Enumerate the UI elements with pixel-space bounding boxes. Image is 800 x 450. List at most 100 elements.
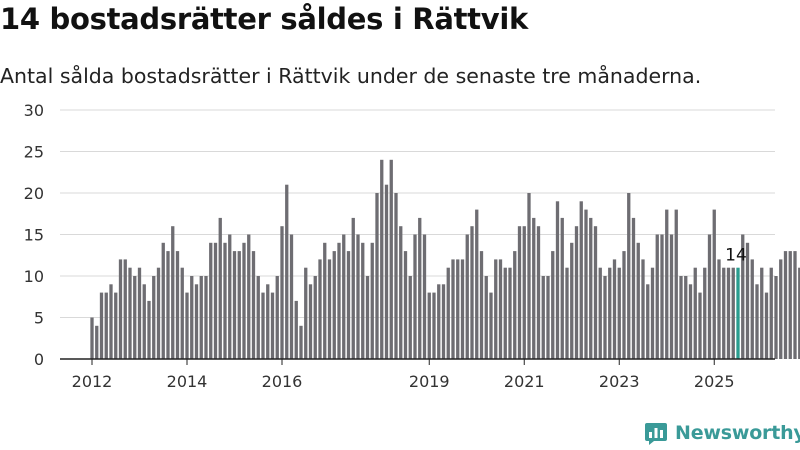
bar: [270, 292, 275, 359]
bar: [760, 267, 764, 359]
bar: [788, 251, 792, 359]
bar: [465, 234, 469, 359]
bar: [137, 267, 142, 359]
bar: [90, 317, 94, 359]
bar: [774, 276, 778, 359]
bar: [422, 234, 427, 359]
bar: [475, 209, 479, 359]
bar: [669, 234, 674, 359]
bar: [745, 242, 750, 359]
bar: [218, 217, 222, 359]
bar: [413, 234, 417, 359]
bar: [171, 226, 175, 359]
bar: [190, 276, 194, 359]
bar: [346, 251, 351, 359]
bar: [342, 234, 346, 359]
bar: [356, 234, 360, 359]
bar: [546, 276, 550, 359]
bar: [679, 276, 683, 359]
bar: [560, 217, 564, 359]
bar: [213, 242, 218, 359]
bar: [437, 284, 441, 359]
bar: [598, 267, 602, 359]
bar: [769, 267, 773, 359]
bar: [574, 226, 579, 359]
bar: [152, 276, 156, 359]
bar: [726, 267, 731, 359]
bar: [764, 292, 769, 359]
bar: [441, 284, 446, 359]
bar: [166, 251, 170, 359]
bar: [142, 284, 146, 359]
bar: [460, 259, 465, 359]
bar: [408, 276, 412, 359]
brand-name: Newsworthy: [675, 422, 800, 444]
bar: [660, 234, 664, 359]
bar: [361, 242, 365, 359]
bar: [527, 193, 531, 359]
x-tick-label: 2021: [504, 372, 545, 391]
bar: [589, 217, 593, 359]
bar: [517, 226, 522, 359]
bar: [451, 259, 455, 359]
bar: [299, 325, 303, 359]
bar: [318, 259, 322, 359]
bar: [627, 193, 631, 359]
bar: [693, 267, 697, 359]
bar: [99, 292, 104, 359]
bar: [793, 251, 797, 359]
bar: [498, 259, 503, 359]
y-tick-label: 15: [24, 226, 44, 245]
bar: [280, 226, 284, 359]
bar: [479, 251, 484, 359]
bar: [565, 267, 569, 359]
bar: [750, 259, 754, 359]
bar: [541, 276, 545, 359]
bar: [698, 292, 702, 359]
bar: [655, 234, 659, 359]
bar: [650, 267, 655, 359]
highlight-data-label: 14: [725, 246, 747, 266]
bar: [114, 292, 118, 359]
bar: [399, 226, 403, 359]
bar: [612, 259, 617, 359]
bar: [579, 201, 583, 359]
y-tick-label: 5: [34, 309, 44, 328]
bar: [389, 159, 393, 359]
bar: [707, 234, 712, 359]
bar: [294, 300, 298, 359]
bar: [308, 284, 313, 359]
x-tick-label: 2014: [167, 372, 208, 391]
bar: [688, 284, 693, 359]
bar: [798, 267, 800, 359]
bar: [237, 251, 241, 359]
bar: [712, 209, 716, 359]
bar: [717, 259, 721, 359]
bar: [351, 217, 355, 359]
bar: [646, 284, 650, 359]
bar: [503, 267, 507, 359]
x-tick-label: 2012: [72, 372, 113, 391]
bar: [209, 242, 213, 359]
y-tick-label: 20: [24, 184, 44, 203]
bar: [513, 251, 517, 359]
bar: [104, 292, 108, 359]
chart-title: 14 bostadsrätter såldes i Rättvik: [0, 2, 528, 36]
x-tick-label: 2023: [599, 372, 640, 391]
bar: [608, 267, 612, 359]
bar: [394, 193, 398, 359]
bar: [551, 251, 555, 359]
bar: [337, 242, 341, 359]
bar: [204, 276, 208, 359]
bar: [584, 209, 588, 359]
bar: [432, 292, 436, 359]
bar: [247, 234, 251, 359]
newsworthy-brand: Newsworthy: [644, 418, 800, 448]
bar: [641, 259, 645, 359]
bar: [741, 234, 745, 359]
bar: [375, 193, 379, 359]
bar: [446, 267, 450, 359]
bar: [384, 184, 389, 359]
bar: [622, 251, 626, 359]
